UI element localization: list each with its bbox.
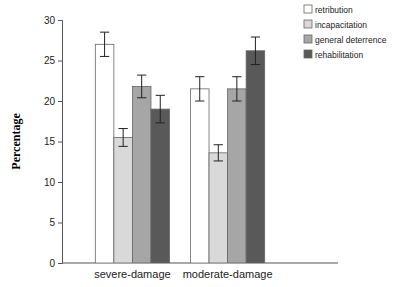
y-tick-mark bbox=[58, 142, 62, 143]
error-bar bbox=[195, 77, 204, 101]
error-bar bbox=[119, 129, 128, 147]
y-tick-label: 20 bbox=[44, 96, 56, 107]
y-tick-mark bbox=[58, 223, 62, 224]
y-tick: 20 bbox=[44, 96, 62, 107]
x-tick: severe-damage bbox=[94, 268, 170, 280]
y-tick-label: 15 bbox=[44, 136, 56, 147]
bar bbox=[132, 86, 151, 263]
error-bar bbox=[214, 145, 223, 161]
y-tick-mark bbox=[58, 263, 62, 264]
y-tick-mark bbox=[58, 61, 62, 62]
y-tick: 0 bbox=[49, 258, 62, 269]
error-bar bbox=[251, 37, 260, 65]
y-tick-mark bbox=[58, 101, 62, 102]
y-tick: 30 bbox=[44, 15, 62, 26]
y-tick-label: 0 bbox=[49, 258, 55, 269]
x-tick-label: severe-damage bbox=[94, 268, 170, 280]
bar bbox=[246, 51, 265, 263]
y-tick: 25 bbox=[44, 55, 62, 66]
x-tick-label: moderate-damage bbox=[183, 268, 273, 280]
legend-swatch bbox=[304, 5, 312, 13]
x-tick: moderate-damage bbox=[183, 268, 273, 280]
y-tick-mark bbox=[58, 182, 62, 183]
x-axis: severe-damage moderate-damage bbox=[62, 263, 338, 280]
y-tick-label: 5 bbox=[49, 217, 55, 228]
bar bbox=[151, 109, 170, 263]
y-tick-label: 25 bbox=[44, 55, 56, 66]
y-axis-title: Percentage bbox=[9, 113, 23, 170]
error-bar bbox=[156, 95, 165, 123]
bar bbox=[95, 44, 114, 263]
bar bbox=[114, 137, 133, 263]
y-axis: 0 5 10 15 20 25 30 bbox=[44, 15, 63, 269]
bar bbox=[209, 153, 228, 263]
bar bbox=[190, 89, 209, 263]
legend-label: general deterrence bbox=[315, 35, 387, 45]
legend-swatch bbox=[304, 50, 312, 58]
legend-label: incapacitation bbox=[315, 20, 367, 30]
legend-label: rehabilitation bbox=[315, 50, 363, 60]
y-tick-mark bbox=[58, 20, 62, 21]
bar bbox=[228, 89, 247, 263]
y-tick-label: 30 bbox=[44, 15, 56, 26]
y-axis-line bbox=[58, 21, 63, 264]
y-tick-label: 10 bbox=[44, 177, 56, 188]
plot-area bbox=[95, 32, 264, 263]
error-bar bbox=[232, 77, 241, 101]
legend-swatch bbox=[304, 20, 312, 28]
error-bar bbox=[100, 32, 109, 56]
legend: retribution incapacitation general deterre… bbox=[304, 5, 387, 60]
chart: 0 5 10 15 20 25 30 Percentage severe-damage moder… bbox=[0, 0, 400, 287]
y-tick: 5 bbox=[49, 217, 62, 228]
legend-label: retribution bbox=[315, 5, 353, 15]
legend-swatch bbox=[304, 35, 312, 43]
y-tick: 15 bbox=[44, 136, 62, 147]
y-tick: 10 bbox=[44, 177, 62, 188]
error-bar bbox=[137, 75, 146, 98]
